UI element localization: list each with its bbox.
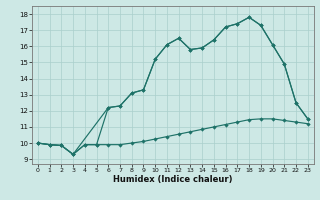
X-axis label: Humidex (Indice chaleur): Humidex (Indice chaleur) [113,175,233,184]
